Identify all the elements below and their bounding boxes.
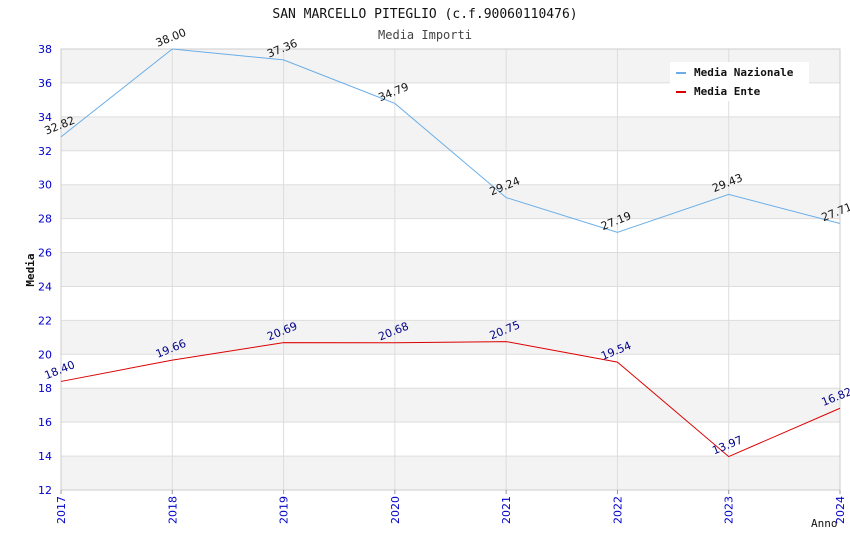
legend-entry: Media Ente <box>694 85 761 98</box>
x-tick-label: 2018 <box>166 496 179 524</box>
chart-subtitle: Media Importi <box>378 28 472 42</box>
y-tick-label: 26 <box>38 247 52 260</box>
series-line <box>60 341 841 458</box>
data-label: 34.79 <box>377 80 411 104</box>
grid-band <box>61 116 840 151</box>
y-tick-label: 20 <box>38 348 52 361</box>
grid-band <box>61 320 840 355</box>
chart-title: SAN MARCELLO PITEGLIO (c.f.90060110476) <box>272 7 577 22</box>
y-tick-label: 22 <box>38 314 52 327</box>
data-label: 18.40 <box>43 358 77 382</box>
series-line <box>60 48 841 233</box>
grid-bands <box>61 49 840 490</box>
x-axis-ticks: 2017 2018 2019 2020 2021 2022 2023 2024 <box>55 490 847 524</box>
grid-band <box>61 456 840 490</box>
x-tick-label: 2019 <box>278 496 291 524</box>
y-tick-label: 38 <box>38 43 52 56</box>
data-label: 38.00 <box>154 26 188 50</box>
x-tick-label: 2024 <box>834 496 847 524</box>
y-tick-label: 14 <box>38 450 52 463</box>
y-tick-label: 12 <box>38 484 52 497</box>
y-axis-label: Media <box>24 253 37 286</box>
grid-band <box>61 252 840 287</box>
legend-box <box>670 62 809 101</box>
legend: Media Nazionale Media Ente <box>670 62 809 101</box>
y-tick-label: 24 <box>38 280 52 293</box>
x-tick-label: 2020 <box>389 496 402 524</box>
x-tick-label: 2017 <box>55 496 68 524</box>
y-tick-label: 28 <box>38 213 52 226</box>
y-tick-label: 16 <box>38 416 52 429</box>
y-tick-label: 34 <box>38 111 52 124</box>
x-axis-label: Anno <box>811 517 838 530</box>
x-tick-label: 2021 <box>500 496 513 524</box>
x-tick-label: 2022 <box>611 496 624 524</box>
y-tick-label: 30 <box>38 179 52 192</box>
series-lines <box>60 48 841 458</box>
y-tick-label: 32 <box>38 145 52 158</box>
x-tick-label: 2023 <box>723 496 736 524</box>
data-label: 13.97 <box>710 433 744 457</box>
y-tick-label: 18 <box>38 382 52 395</box>
legend-entry: Media Nazionale <box>694 66 794 79</box>
y-tick-label: 36 <box>38 77 52 90</box>
plot-frame <box>60 48 841 491</box>
grid-band <box>61 184 840 219</box>
y-axis-ticks: 12 14 16 18 20 22 24 26 28 30 32 34 36 38 <box>38 43 52 497</box>
grid-band <box>61 388 840 423</box>
